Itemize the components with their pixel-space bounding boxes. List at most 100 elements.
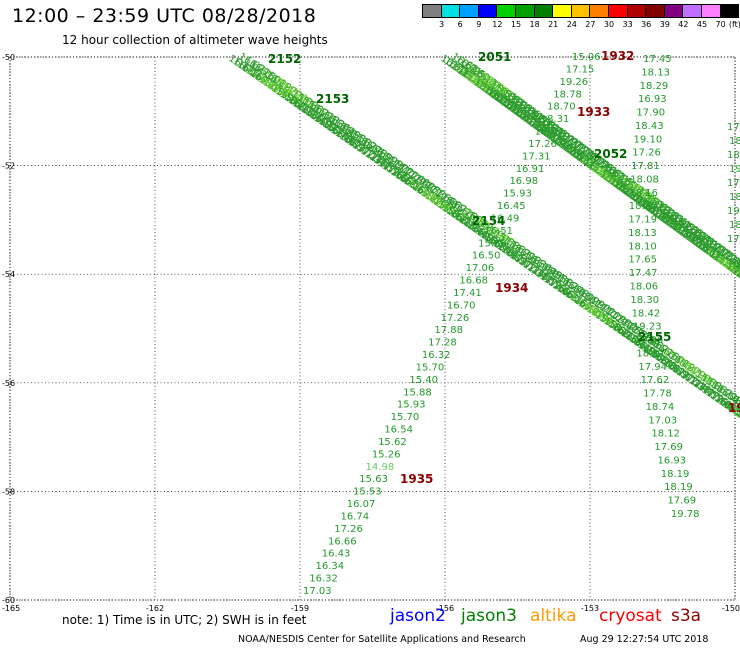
wave-height-value: 18.06	[630, 282, 659, 293]
wave-height-value: 17.26	[528, 139, 557, 150]
wave-height-value: 15.93	[397, 400, 426, 411]
pass-number-label: 1935	[400, 472, 433, 486]
wave-height-value: 17.15	[566, 64, 595, 75]
wave-height-value: 18.74	[646, 402, 675, 413]
wave-height-value: 15.62	[378, 437, 407, 448]
wave-height-value: 17	[727, 122, 740, 133]
wave-height-value: 17	[727, 178, 740, 189]
wave-height-value: 18	[729, 136, 740, 147]
wave-height-value: 15.70	[416, 362, 445, 373]
map-grid	[9, 56, 736, 601]
wave-height-value: 17.47	[629, 268, 658, 279]
wave-height-value: 17.31	[522, 151, 551, 162]
wave-height-value: 17.88	[434, 325, 463, 336]
wave-height-value: 17	[727, 234, 740, 245]
color-scale-label: 30	[603, 20, 615, 29]
latitude-tick-label: -58	[2, 487, 15, 496]
wave-height-value: 18.31	[541, 114, 570, 125]
pass-number-label: 2152	[268, 52, 301, 66]
wave-height-value: 18.19	[661, 469, 690, 480]
wave-height-value: 19.78	[671, 509, 700, 520]
wave-height-value: 14.98	[366, 462, 395, 473]
wave-height-value: 17.19	[628, 215, 657, 226]
wave-height-value: 17.78	[643, 389, 672, 400]
wave-height-value: 18.43	[635, 121, 664, 132]
color-scale-swatch	[719, 4, 740, 18]
map-border	[9, 56, 736, 601]
wave-height-value: 19.10	[634, 134, 663, 145]
wave-height-value: 16.91	[516, 164, 545, 175]
wave-height-value: 17.28	[428, 338, 457, 349]
wave-height-value: 15.67	[730, 266, 740, 291]
latitude-tick-label: -56	[2, 379, 15, 388]
wave-height-value: 17.52	[729, 256, 740, 281]
wave-height-value: 17.03	[303, 586, 332, 597]
wave-height-value: 17.69	[667, 496, 696, 507]
wave-height-value: 17.81	[631, 161, 660, 172]
wave-height-value: 16.54	[384, 425, 413, 436]
credit-line: NOAA/NESDIS Center for Satellite Applica…	[238, 634, 526, 645]
wave-height-value: 18.42	[632, 308, 661, 319]
latitude-tick-label: -54	[2, 270, 15, 279]
longitude-tick-label: -150	[722, 604, 740, 613]
wave-height-value: 18.13	[641, 67, 670, 78]
wave-height-value: 15.63	[359, 474, 388, 485]
wave-height-value: 16.93	[638, 94, 667, 105]
altimeter-tracks: 16.6216.7116.2516.6015.4816.1215.8715.29…	[226, 51, 740, 597]
wave-height-value: 18	[729, 192, 740, 203]
wave-height-value: 18.27	[636, 348, 665, 359]
color-scale-label: 36	[641, 20, 652, 29]
wave-height-value: 17.26	[632, 148, 661, 159]
wave-height-value: 16.07	[347, 499, 376, 510]
wave-height-value: 16.74	[341, 511, 370, 522]
wave-height-value: 15.88	[403, 387, 432, 398]
longitude-tick-label: -165	[2, 604, 20, 613]
wave-height-value: 18	[729, 220, 740, 231]
wave-height-value: 15.86	[478, 238, 507, 249]
wave-height-value: 17.45	[643, 54, 672, 65]
color-scale-label: 33	[622, 20, 633, 29]
pass-number-label: 1932	[601, 49, 634, 63]
color-scale-label: 15	[510, 20, 522, 29]
wave-height-value: 18.12	[534, 127, 563, 138]
pass-number-label: 2153	[316, 92, 349, 106]
latitude-tick-label: -60	[2, 596, 15, 605]
wave-height-value: 18.29	[640, 81, 669, 92]
color-scale-label: 42	[678, 20, 689, 29]
wave-height-value: 18.78	[553, 89, 582, 100]
wave-height-value: 19.23	[633, 322, 662, 333]
wave-height-value: 18.30	[630, 295, 659, 306]
wave-height-value: 15.26	[372, 449, 401, 460]
color-scale-label: 21	[548, 20, 559, 29]
wave-height-value: 16.50	[472, 251, 501, 262]
wave-height-value: 17.69	[654, 442, 683, 453]
wave-height-value: 18.08	[630, 174, 659, 185]
wave-height-value: 18.10	[628, 241, 657, 252]
wave-height-value: 16.66	[328, 536, 357, 547]
legend-entry-altika: altika	[530, 606, 577, 626]
generation-timestamp: Aug 29 12:27:54 UTC 2018	[580, 634, 709, 645]
color-scale-label: 45	[696, 20, 708, 29]
footnote: note: 1) Time is in UTC; 2) SWH is in fe…	[62, 613, 307, 627]
legend-entry-s3a: s3a	[671, 606, 702, 626]
longitude-tick-label: -159	[291, 604, 309, 613]
wave-height-value: 16.93	[658, 455, 687, 466]
color-scale-label: (ft)	[728, 20, 740, 29]
wave-height-value: 17.41	[453, 288, 482, 299]
wave-height-value: 16.49	[491, 213, 520, 224]
wave-height-value: 17.03	[648, 415, 677, 426]
pass-number-label: 2155	[638, 330, 671, 344]
wave-height-value: 18.19	[664, 482, 693, 493]
wave-height-value: 17.94	[638, 362, 667, 373]
wave-height-value: 18	[727, 150, 740, 161]
pass-number-label: 2052	[594, 147, 627, 161]
pass-number-label: 2154	[472, 214, 505, 228]
wave-height-value: 18.13	[628, 228, 657, 239]
wave-height-value: 16.41	[730, 395, 740, 420]
color-scale-label: 6	[457, 20, 463, 29]
wave-height-value: 17.90	[636, 108, 665, 119]
color-scale-label: 70	[715, 20, 726, 29]
pass-number-label: 1934	[495, 281, 528, 295]
wave-height-value: 16.68	[459, 276, 488, 287]
